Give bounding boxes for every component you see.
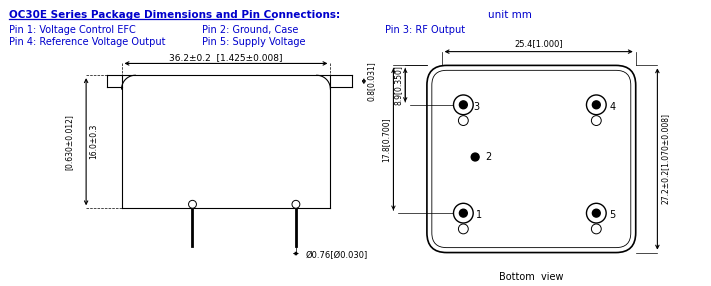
Text: 27.2±0.2[1.070±0.008]: 27.2±0.2[1.070±0.008] bbox=[661, 114, 669, 204]
Text: 8.9[0.350]: 8.9[0.350] bbox=[393, 65, 402, 105]
Text: OC30E Series Package Dimensions and Pin Connections:: OC30E Series Package Dimensions and Pin … bbox=[9, 10, 341, 20]
Circle shape bbox=[592, 116, 602, 126]
Circle shape bbox=[592, 209, 600, 217]
Text: 2: 2 bbox=[485, 152, 491, 162]
FancyBboxPatch shape bbox=[427, 65, 636, 253]
Text: 16.0±0.3: 16.0±0.3 bbox=[89, 124, 98, 159]
Circle shape bbox=[459, 224, 469, 234]
Text: 36.2±0.2  [1.425±0.008]: 36.2±0.2 [1.425±0.008] bbox=[169, 53, 283, 63]
Text: 3: 3 bbox=[474, 102, 479, 112]
Text: 1: 1 bbox=[476, 210, 482, 220]
Text: Pin 5: Supply Voltage: Pin 5: Supply Voltage bbox=[203, 37, 306, 47]
Text: [0.630±0.012]: [0.630±0.012] bbox=[65, 114, 74, 170]
Text: Pin 2: Ground, Case: Pin 2: Ground, Case bbox=[203, 25, 299, 35]
Circle shape bbox=[188, 200, 196, 208]
Text: 17.8[0.700]: 17.8[0.700] bbox=[382, 117, 390, 162]
Circle shape bbox=[592, 224, 602, 234]
Circle shape bbox=[459, 116, 469, 126]
Circle shape bbox=[292, 200, 300, 208]
Circle shape bbox=[454, 203, 474, 223]
Text: Pin 1: Voltage Control EFC: Pin 1: Voltage Control EFC bbox=[9, 25, 136, 35]
Text: Bottom  view: Bottom view bbox=[499, 272, 564, 282]
Text: 4: 4 bbox=[609, 102, 615, 112]
Text: 5: 5 bbox=[609, 210, 616, 220]
Circle shape bbox=[454, 95, 474, 115]
Text: 0.8[0.031]: 0.8[0.031] bbox=[367, 61, 376, 101]
Text: Pin 4: Reference Voltage Output: Pin 4: Reference Voltage Output bbox=[9, 37, 166, 47]
Text: Pin 3: RF Output: Pin 3: RF Output bbox=[385, 25, 465, 35]
Text: 25.4[1.000]: 25.4[1.000] bbox=[514, 39, 563, 48]
Circle shape bbox=[459, 209, 467, 217]
Circle shape bbox=[592, 101, 600, 109]
Text: unit mm: unit mm bbox=[488, 10, 532, 20]
Circle shape bbox=[459, 101, 467, 109]
Text: Ø0.76[Ø0.030]: Ø0.76[Ø0.030] bbox=[306, 251, 368, 260]
Circle shape bbox=[587, 203, 606, 223]
Circle shape bbox=[587, 95, 606, 115]
Circle shape bbox=[471, 153, 479, 161]
